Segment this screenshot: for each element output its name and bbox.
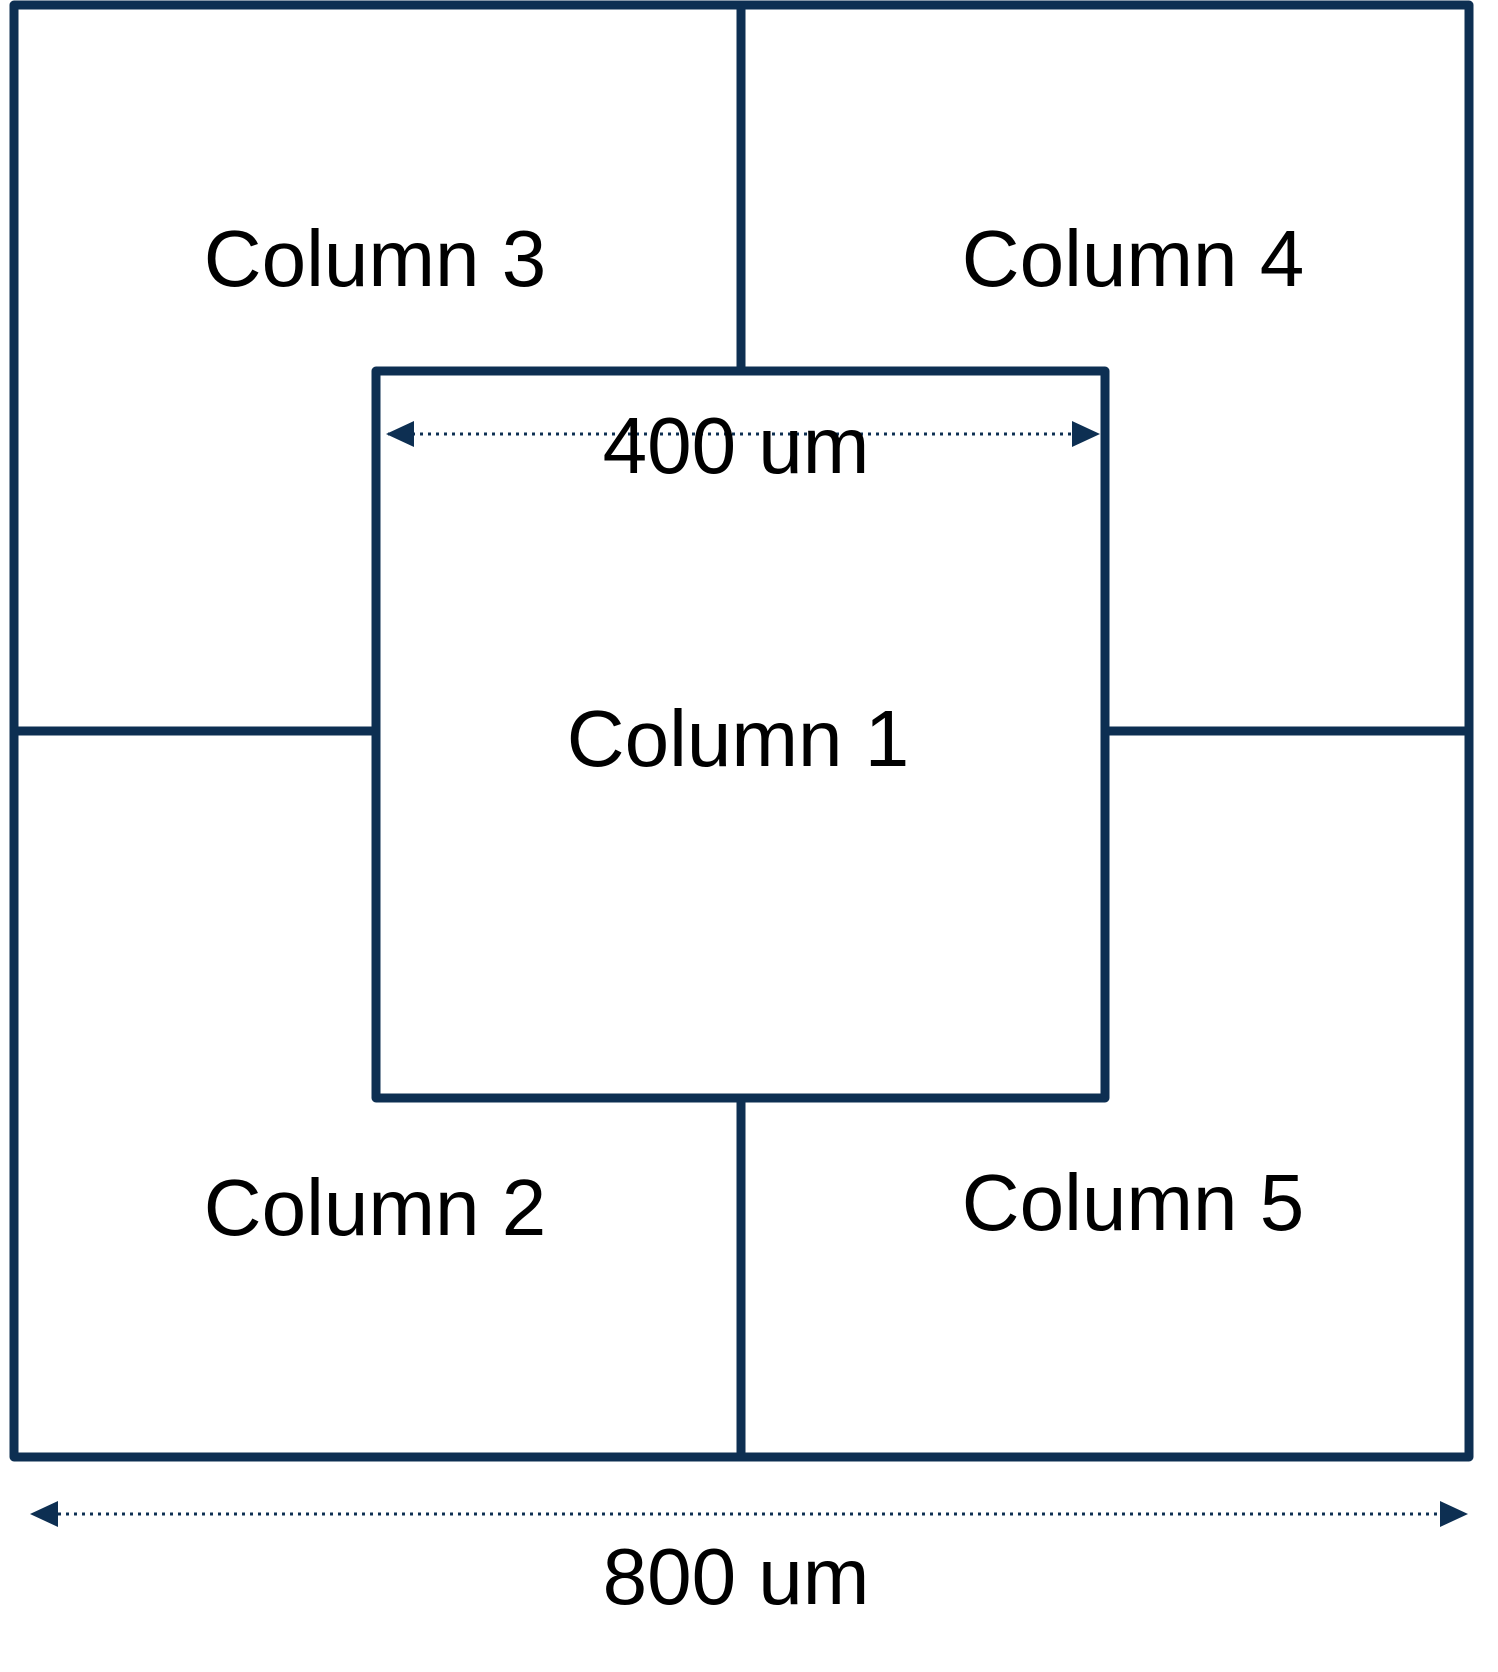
column-1-label: Column 1	[567, 694, 909, 783]
inner-arrow-right-head	[1072, 421, 1100, 447]
column-5-label: Column 5	[962, 1158, 1304, 1247]
inner-dimension-label: 400 um	[603, 401, 870, 490]
inner-arrow-left-head	[386, 421, 414, 447]
outer-dimension-label: 800 um	[603, 1532, 870, 1621]
column-2-label: Column 2	[204, 1163, 546, 1252]
column-3-label: Column 3	[204, 214, 546, 303]
column-4-label: Column 4	[962, 214, 1304, 303]
outer-arrow-right-head	[1440, 1501, 1468, 1527]
outer-arrow-left-head	[30, 1501, 58, 1527]
